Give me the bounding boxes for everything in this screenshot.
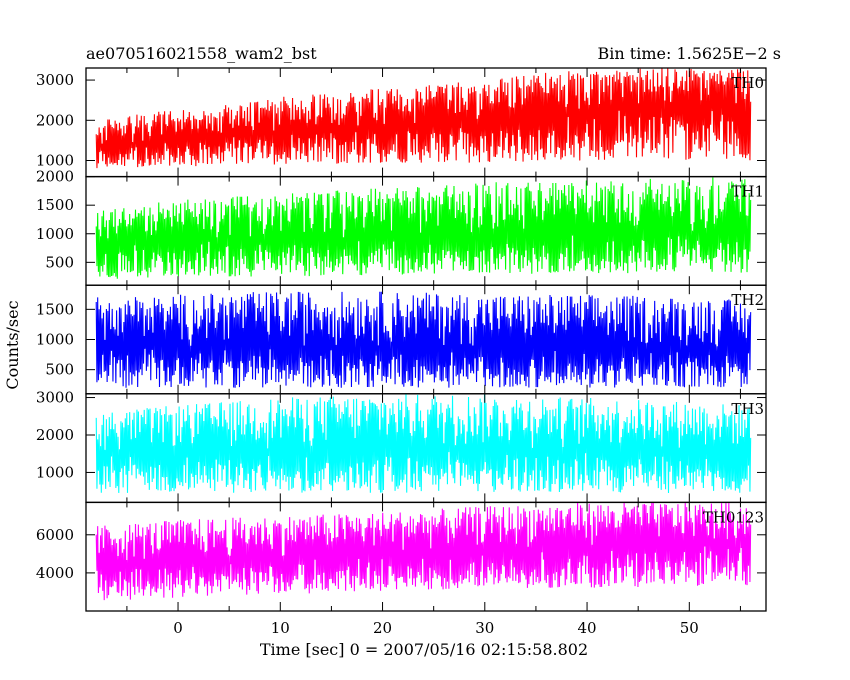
- panel-th3: 1000 2000 3000 TH3: [36, 389, 767, 504]
- y-tick-label: 6000: [36, 526, 74, 544]
- x-tick-label: 20: [373, 619, 392, 637]
- panel-label-th1: TH1: [731, 183, 764, 201]
- y-axis-label: Counts/sec: [3, 300, 22, 389]
- y-tick-label: 1000: [36, 463, 74, 481]
- panel-frame: [85, 501, 767, 612]
- y-tick-label: 4000: [36, 564, 74, 582]
- y-tick-label: 3000: [36, 389, 74, 407]
- x-tick-label: 10: [271, 619, 290, 637]
- series-th3: [95, 394, 752, 493]
- x-tick-label: 30: [475, 619, 494, 637]
- y-tick-label: 1000: [36, 331, 74, 349]
- x-axis-label: Time [sec] 0 = 2007/05/16 02:15:58.802: [260, 640, 588, 659]
- y-tick-label: 2000: [36, 168, 74, 186]
- y-tick-label: 1500: [36, 196, 74, 214]
- y-tick-label: 1500: [36, 300, 74, 318]
- y-tick-label: 500: [45, 361, 74, 379]
- x-axis-tick-labels: 0 10 20 30 40 50: [173, 619, 699, 637]
- y-tick-label: 3000: [36, 71, 74, 89]
- panel-th0123: 4000 6000 TH0123: [36, 501, 767, 612]
- series-th0123: [95, 502, 752, 601]
- x-tick-label: 40: [578, 619, 597, 637]
- series-th0: [95, 68, 752, 169]
- series-th2: [95, 291, 752, 388]
- panel-label-th2: TH2: [731, 291, 764, 309]
- y-tick-label: 2000: [36, 111, 74, 129]
- panel-th2: 500 1000 1500 TH2: [36, 284, 767, 395]
- x-tick-label: 50: [680, 619, 699, 637]
- y-tick-label: 1000: [36, 152, 74, 170]
- y-tick-label: 2000: [36, 426, 74, 444]
- panel-th0: 1000 2000 3000 TH0: [36, 67, 767, 178]
- panel-label-th0: TH0: [731, 74, 764, 92]
- header-bin-time: Bin time: 1.5625E−2 s: [598, 44, 781, 63]
- series-th1: [95, 177, 752, 279]
- panel-label-th3: TH3: [731, 400, 764, 418]
- y-tick-label: 500: [45, 253, 74, 271]
- y-tick-label: 1000: [36, 225, 74, 243]
- panel-label-th0123: TH0123: [703, 508, 764, 526]
- header-left-title: ae070516021558_wam2_bst: [86, 44, 317, 63]
- panel-th1: 500 1000 1500 2000 TH1: [36, 168, 767, 286]
- x-tick-label: 0: [173, 619, 183, 637]
